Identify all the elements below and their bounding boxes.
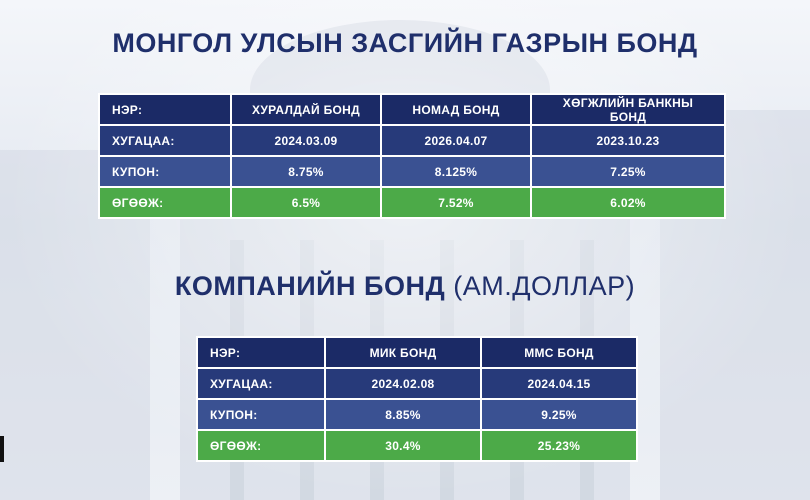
coupon-label: КУПОН: (198, 400, 324, 429)
government-bond-title: МОНГОЛ УЛСЫН ЗАСГИЙН ГАЗРЫН БОНД (112, 28, 698, 58)
bond-coupon-huraldai: 8.75% (232, 157, 380, 186)
bond-name-nomad: НОМАД БОНД (382, 95, 530, 124)
table-row-yield: ӨГӨӨЖ: 6.5% 7.52% 6.02% (100, 188, 724, 217)
bond-coupon-mik: 8.85% (326, 400, 480, 429)
bond-yield-nomad: 7.52% (382, 188, 530, 217)
term-label: ХУГАЦАА: (100, 126, 230, 155)
bond-yield-huraldai: 6.5% (232, 188, 380, 217)
bond-term-huraldai: 2024.03.09 (232, 126, 380, 155)
bond-term-development-bank: 2023.10.23 (532, 126, 724, 155)
table-row-name: НЭР: ХУРАЛДАЙ БОНД НОМАД БОНД ХӨГЖЛИЙН Б… (100, 95, 724, 124)
bond-yield-mik: 30.4% (326, 431, 480, 460)
corporate-bond-title-main: КОМПАНИЙН БОНД (174, 271, 446, 301)
bond-yield-mms: 25.23% (482, 431, 636, 460)
corporate-bond-title: КОМПАНИЙН БОНД (АМ.ДОЛЛАР) (0, 271, 810, 302)
term-label: ХУГАЦАА: (198, 369, 324, 398)
table-row-yield: ӨГӨӨЖ: 30.4% 25.23% (198, 431, 636, 460)
bond-name-mms: ММС БОНД (482, 338, 636, 367)
bond-coupon-development-bank: 7.25% (532, 157, 724, 186)
table-row-coupon: КУПОН: 8.75% 8.125% 7.25% (100, 157, 724, 186)
bond-term-mik: 2024.02.08 (326, 369, 480, 398)
government-bond-table: НЭР: ХУРАЛДАЙ БОНД НОМАД БОНД ХӨГЖЛИЙН Б… (98, 93, 726, 219)
edge-marker (0, 436, 4, 462)
table-row-coupon: КУПОН: 8.85% 9.25% (198, 400, 636, 429)
name-label: НЭР: (100, 95, 230, 124)
corporate-bond-currency: (АМ.ДОЛЛАР) (453, 271, 636, 301)
corporate-bond-table: НЭР: МИК БОНД ММС БОНД ХУГАЦАА: 2024.02.… (196, 336, 638, 462)
bond-name-development-bank: ХӨГЖЛИЙН БАНКНЫ БОНД (532, 95, 724, 124)
coupon-label: КУПОН: (100, 157, 230, 186)
bond-term-mms: 2024.04.15 (482, 369, 636, 398)
bond-term-nomad: 2026.04.07 (382, 126, 530, 155)
name-label: НЭР: (198, 338, 324, 367)
yield-label: ӨГӨӨЖ: (100, 188, 230, 217)
table-row-name: НЭР: МИК БОНД ММС БОНД (198, 338, 636, 367)
bond-name-huraldai: ХУРАЛДАЙ БОНД (232, 95, 380, 124)
bond-coupon-nomad: 8.125% (382, 157, 530, 186)
bond-coupon-mms: 9.25% (482, 400, 636, 429)
table-row-term: ХУГАЦАА: 2024.03.09 2026.04.07 2023.10.2… (100, 126, 724, 155)
table-row-term: ХУГАЦАА: 2024.02.08 2024.04.15 (198, 369, 636, 398)
yield-label: ӨГӨӨЖ: (198, 431, 324, 460)
bond-name-mik: МИК БОНД (326, 338, 480, 367)
bond-yield-development-bank: 6.02% (532, 188, 724, 217)
